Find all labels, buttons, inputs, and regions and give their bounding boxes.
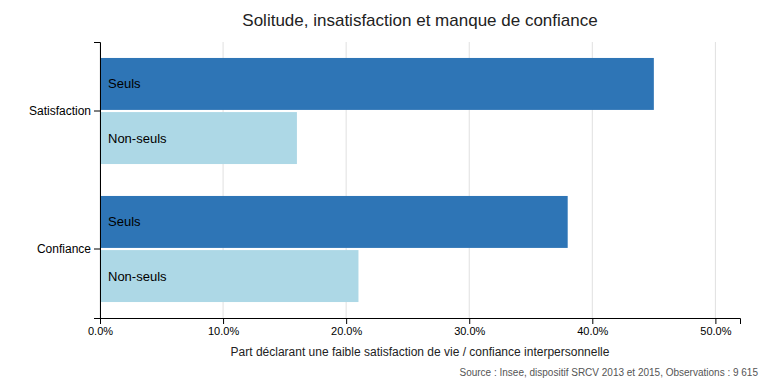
x-tick: 20.0% <box>331 318 362 337</box>
x-tick-label: 30.0% <box>454 325 485 337</box>
bar-label: Seuls <box>108 76 141 91</box>
x-tick-mark <box>469 318 470 324</box>
bar <box>100 112 297 164</box>
title: Solitude, insatisfaction et manque de co… <box>242 11 597 30</box>
x-axis-line <box>101 319 741 325</box>
chart-container: Seuls Seuls Non-seuls Non-seuls 0.0% 10.0% 20.… <box>0 0 768 384</box>
bar <box>100 250 358 302</box>
bars <box>100 58 654 302</box>
x-tick-mark <box>223 318 224 324</box>
y-tick-mark <box>94 249 100 250</box>
y-tick-label: Confiance <box>37 242 91 256</box>
x-axis: 0.0% 10.0% 20.0% 30.0% 40.0% 50.0% <box>88 318 741 337</box>
x-tick-label: 0.0% <box>88 325 113 337</box>
x-tick-mark <box>592 318 593 324</box>
bar-label: Seuls <box>108 214 141 229</box>
bar-label: Non-seuls <box>108 131 167 146</box>
x-tick-label: 10.0% <box>208 325 239 337</box>
y-tick: Confiance <box>37 242 100 256</box>
x-tick-mark <box>715 318 716 324</box>
plot-area: Seuls Seuls Non-seuls Non-seuls 0.0% 10.0% 20.… <box>29 42 741 337</box>
x-tick-mark <box>346 318 347 324</box>
bar-labels: Seuls Seuls Non-seuls Non-seuls <box>108 76 167 283</box>
x-axis-label: Part déclarant une faible satisfaction d… <box>231 345 610 359</box>
y-tick-label: Satisfaction <box>29 104 91 118</box>
x-tick-label: 50.0% <box>700 325 731 337</box>
x-tick: 30.0% <box>454 318 485 337</box>
x-tick: 40.0% <box>577 318 608 337</box>
grid <box>100 42 715 318</box>
x-tick: 0.0% <box>88 318 113 337</box>
bar-label: Non-seuls <box>108 269 167 284</box>
y-axis-line <box>94 43 101 319</box>
x-tick: 50.0% <box>700 318 731 337</box>
y-tick: Satisfaction <box>29 104 100 118</box>
chart-svg: Seuls Seuls Non-seuls Non-seuls 0.0% 10.0% 20.… <box>0 0 768 384</box>
x-tick-label: 20.0% <box>331 325 362 337</box>
annotation: Source : Insee, dispositif SRCV 2013 et … <box>459 367 758 378</box>
bar <box>100 58 654 110</box>
y-axis: Satisfaction Confiance <box>29 43 101 319</box>
bar <box>100 196 568 248</box>
x-tick: 10.0% <box>208 318 239 337</box>
grid-line <box>715 42 716 318</box>
x-tick-label: 40.0% <box>577 325 608 337</box>
y-tick-mark <box>94 111 100 112</box>
